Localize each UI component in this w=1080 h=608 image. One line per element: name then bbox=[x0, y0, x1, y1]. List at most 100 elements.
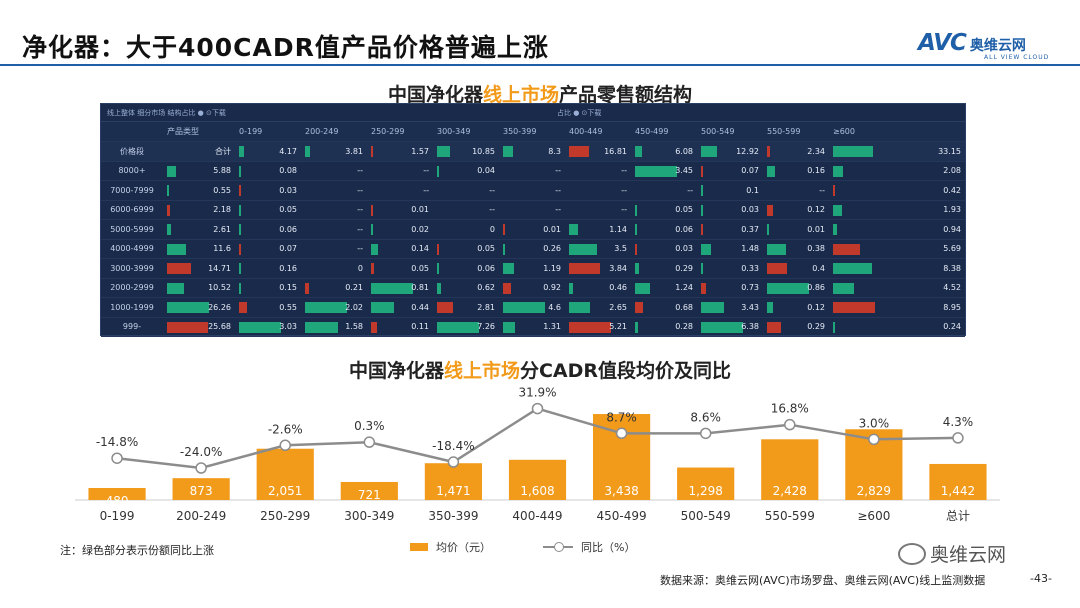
cell-value: 0.05 bbox=[477, 244, 495, 254]
table-cell: 0 bbox=[433, 219, 499, 240]
footnote: 注：绿色部分表示份额同比上涨 bbox=[60, 544, 214, 557]
table-cell: 1.14 bbox=[565, 219, 631, 240]
table-toolbar-left[interactable]: 线上整体 细分市场 结构占比 ● ⊙下载 bbox=[107, 108, 226, 117]
cell-bar bbox=[239, 224, 241, 235]
cell-value: 4.52 bbox=[943, 283, 961, 293]
table-toolbar-right[interactable]: 占比 ● ⊙下载 bbox=[557, 108, 602, 117]
cell-value: 0.46 bbox=[609, 283, 627, 293]
data-source: 数据来源：奥维云网(AVC)市场罗盘、奥维云网(AVC)线上监测数据 bbox=[660, 574, 986, 587]
cell-value: 0.16 bbox=[807, 166, 825, 176]
table-cell: 0.06 bbox=[631, 219, 697, 240]
cell-bar bbox=[833, 243, 860, 255]
table-cell: 0.38 bbox=[763, 239, 829, 259]
cell-value: 2.08 bbox=[943, 166, 961, 176]
yoy-point bbox=[531, 402, 544, 415]
cell-bar bbox=[503, 302, 545, 313]
table-cell: 26.26 bbox=[163, 297, 235, 318]
table-cell: 0.14 bbox=[367, 239, 433, 259]
table-title-pre: 中国净化器 bbox=[387, 84, 483, 106]
cell-bar bbox=[635, 302, 644, 313]
cell-bar bbox=[701, 243, 711, 255]
table-header-col: 300-349 bbox=[433, 122, 499, 142]
table-cell: 2.08 bbox=[829, 161, 965, 181]
cell-value: 0.03 bbox=[279, 185, 297, 195]
table-cell: 0.04 bbox=[433, 161, 499, 181]
logo-cn: 奥维云网 bbox=[969, 38, 1026, 54]
table-cell: 4.52 bbox=[829, 278, 965, 298]
x-tick-label: 200-249 bbox=[176, 509, 226, 523]
cell-bar bbox=[371, 224, 373, 235]
cell-bar bbox=[701, 263, 704, 274]
table-cell: 0.42 bbox=[829, 180, 965, 201]
yoy-point bbox=[363, 436, 376, 448]
table-cell: 0.55 bbox=[235, 297, 301, 318]
cell-value: 0.12 bbox=[807, 302, 825, 312]
table-cell: 0.16 bbox=[763, 161, 829, 181]
x-tick-label: 500-549 bbox=[681, 509, 731, 523]
table-cell: 0.15 bbox=[235, 278, 301, 298]
table-cell: 0.29 bbox=[631, 258, 697, 279]
table-cell: 0.29 bbox=[763, 317, 829, 337]
table-cell: -- bbox=[499, 180, 565, 201]
cell-bar bbox=[239, 185, 241, 196]
cell-value: 25.68 bbox=[208, 322, 231, 332]
table-cell: 0.28 bbox=[631, 317, 697, 337]
table-cell: 10.85 bbox=[433, 141, 499, 162]
cell-bar bbox=[635, 146, 643, 157]
cell-bar bbox=[569, 282, 573, 294]
row-label: 3000-3999 bbox=[101, 258, 163, 279]
cell-bar bbox=[833, 321, 835, 333]
table-title-post: 产品零售额结构 bbox=[559, 84, 693, 106]
x-tick-label: 总计 bbox=[946, 509, 970, 523]
cell-value: 合计 bbox=[215, 146, 231, 156]
cell-value: 2.02 bbox=[345, 302, 363, 312]
cell-bar bbox=[167, 321, 209, 333]
cell-value: 0.05 bbox=[411, 263, 429, 273]
cell-bar bbox=[437, 321, 479, 333]
cell-value: 0 bbox=[357, 263, 363, 273]
table-cell: 1.31 bbox=[499, 317, 565, 337]
table-body: 价格段 合计 4.17 3.81 1.57 10.85 8.3 16.81 6.08 12.92 2… bbox=[101, 141, 965, 337]
table-cell: 0.12 bbox=[763, 297, 829, 318]
table-cell: 0.02 bbox=[367, 219, 433, 240]
cell-value: 0.86 bbox=[807, 283, 825, 293]
table-cell: -- bbox=[565, 180, 631, 201]
cell-value: 8.3 bbox=[548, 146, 561, 156]
cell-value: -- bbox=[357, 224, 363, 234]
table-cell: 0.06 bbox=[433, 258, 499, 279]
cell-value: 0.94 bbox=[943, 224, 961, 234]
cell-bar bbox=[833, 165, 843, 177]
cell-value: 0.24 bbox=[943, 322, 961, 332]
cell-bar bbox=[503, 146, 513, 157]
cell-value: -- bbox=[357, 205, 363, 215]
table-cell: 8.95 bbox=[829, 297, 965, 318]
x-tick-label: 300-349 bbox=[344, 509, 394, 523]
bar-mark bbox=[256, 448, 314, 500]
cell-bar bbox=[239, 165, 241, 177]
cell-value: 4.17 bbox=[279, 146, 297, 156]
cell-value: 2.18 bbox=[213, 205, 231, 215]
cell-value: -- bbox=[423, 185, 429, 195]
cell-value: 0.38 bbox=[807, 244, 825, 254]
cell-bar bbox=[239, 302, 247, 313]
cell-bar bbox=[635, 204, 637, 216]
table-cell: 0.68 bbox=[631, 297, 697, 318]
row-label: 5000-5999 bbox=[101, 219, 163, 240]
cell-bar bbox=[569, 263, 600, 274]
row-label: 6000-6999 bbox=[101, 200, 163, 220]
cell-value: -- bbox=[687, 185, 693, 195]
cell-value: 1.48 bbox=[741, 244, 759, 254]
table-cell: 1.93 bbox=[829, 200, 965, 220]
cell-value: 0.21 bbox=[345, 283, 363, 293]
cell-value: 3.43 bbox=[741, 302, 759, 312]
cell-bar bbox=[167, 263, 191, 274]
cell-bar bbox=[167, 282, 184, 294]
table-toolbar: 线上整体 细分市场 结构占比 ● ⊙下载 占比 ● ⊙下载 bbox=[101, 104, 965, 122]
table-header-col: ≥600 bbox=[829, 122, 965, 142]
cell-value: 0.73 bbox=[741, 283, 759, 293]
yoy-point bbox=[699, 427, 712, 440]
table-cell: 8.38 bbox=[829, 258, 965, 279]
cell-value: 1.14 bbox=[609, 224, 627, 234]
cell-value: 0 bbox=[489, 224, 495, 234]
cell-value: 0.05 bbox=[675, 205, 693, 215]
